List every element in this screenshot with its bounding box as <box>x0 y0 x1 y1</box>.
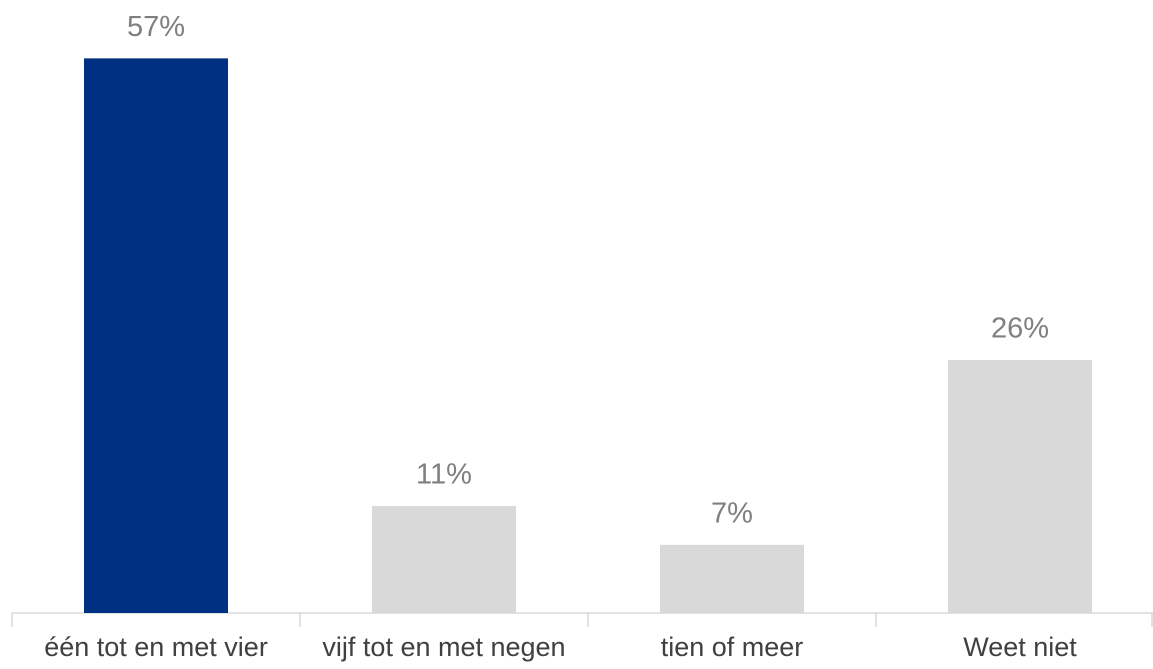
bar <box>84 58 228 613</box>
bar <box>948 360 1092 613</box>
x-tick-label: vijf tot en met negen <box>322 632 565 662</box>
bar <box>660 544 804 613</box>
value-label: 26% <box>991 313 1049 345</box>
x-tick-label: één tot en met vier <box>44 632 268 662</box>
value-label: 11% <box>416 459 472 491</box>
x-tick-label: Weet niet <box>963 632 1077 662</box>
x-tick-label: tien of meer <box>661 632 804 662</box>
value-label: 7% <box>711 498 753 530</box>
bar <box>372 505 516 613</box>
value-label: 57% <box>127 11 185 43</box>
